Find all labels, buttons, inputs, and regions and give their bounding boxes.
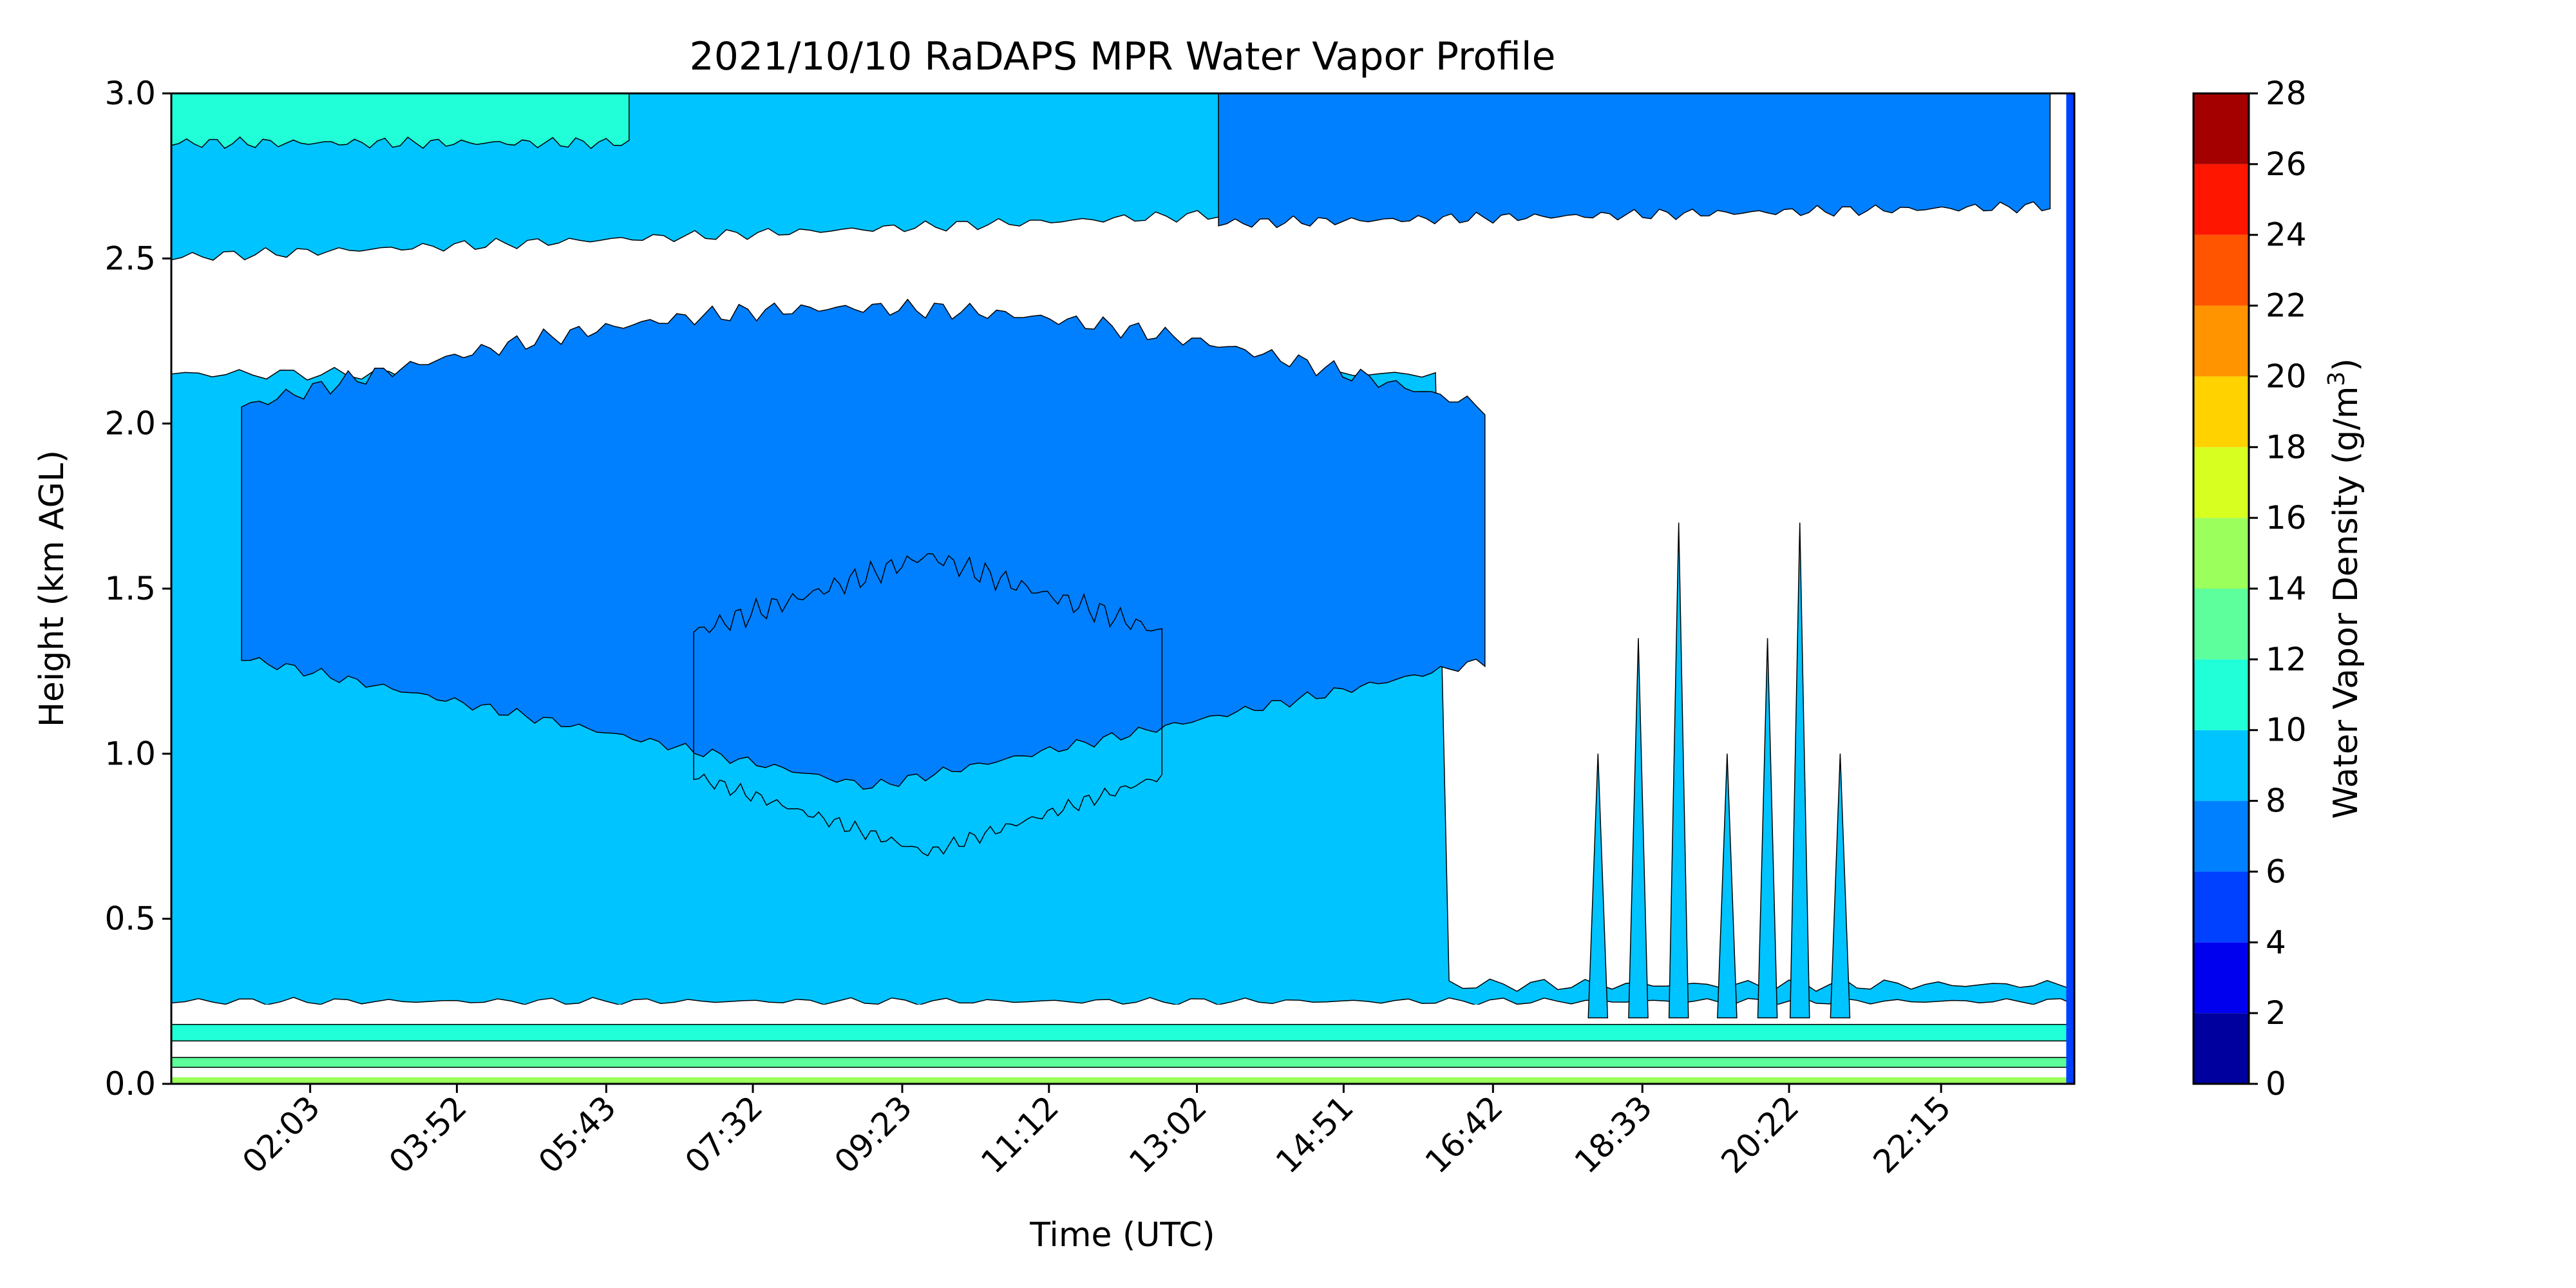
- x-tick-label: 20:22: [1714, 1088, 1806, 1180]
- x-tick-label: 02:03: [235, 1088, 327, 1180]
- colorbar-tick-label: 6: [2266, 853, 2286, 890]
- colorbar-tick-label: 14: [2266, 570, 2307, 607]
- x-tick-label: 18:33: [1567, 1088, 1660, 1180]
- convective-spike: [1757, 638, 1778, 1019]
- colorbar-segment: [2193, 800, 2249, 872]
- x-tick-label: 13:02: [1122, 1088, 1214, 1180]
- y-axis-label: Height (km AGL): [33, 450, 71, 727]
- y-axis: 0.0 0.5 1.0 1.5 2.0 2.5 3.0: [104, 75, 171, 1103]
- y-tick-label: 1.0: [104, 735, 156, 772]
- colorbar-tick-label: 0: [2266, 1065, 2286, 1103]
- x-tick-label: 22:15: [1866, 1088, 1958, 1180]
- x-tick-label: 03:52: [382, 1088, 474, 1180]
- y-tick-label: 2.5: [104, 240, 156, 277]
- contour-fill-10-12-upper: [171, 93, 630, 149]
- colorbar-segment: [2193, 1013, 2249, 1084]
- colorbar-segment: [2193, 234, 2249, 306]
- convective-spike: [1789, 522, 1810, 1019]
- convective-spikes: [1587, 522, 1851, 1019]
- y-tick-label: 0.5: [104, 900, 156, 938]
- y-tick-label: 2.0: [104, 405, 156, 442]
- y-tick-label: 0.0: [104, 1065, 156, 1103]
- plot-area: [170, 92, 2076, 1085]
- colorbar-tick-label: 28: [2266, 75, 2307, 112]
- convective-spike: [1717, 753, 1738, 1019]
- colorbar-tick-label: 22: [2266, 287, 2307, 325]
- x-tick-label: 11:12: [974, 1088, 1066, 1180]
- convective-spike: [1830, 753, 1851, 1019]
- x-tick-label: 05:43: [531, 1088, 623, 1180]
- colorbar-segment: [2193, 447, 2249, 518]
- contour-fill-right-edge: [2066, 93, 2074, 1084]
- colorbar-tick-label: 4: [2266, 923, 2286, 961]
- x-axis: 02:03 03:52 05:43 07:32 09:23 11:12 13:02 14:51…: [235, 1084, 1958, 1180]
- colorbar-segment: [2193, 871, 2249, 943]
- colorbar-tick-label: 20: [2266, 357, 2307, 395]
- colorbar-segment: [2193, 376, 2249, 448]
- x-tick-label: 07:32: [678, 1088, 770, 1180]
- y-tick-label: 1.5: [104, 570, 156, 607]
- colorbar-tick-label: 24: [2266, 216, 2307, 254]
- colorbar-segment: [2193, 518, 2249, 589]
- colorbar-segment: [2193, 942, 2249, 1014]
- colorbar-tick-label: 10: [2266, 712, 2307, 749]
- colorbar-segment: [2193, 659, 2249, 730]
- contour-fill-6-8: [241, 298, 1486, 790]
- colorbar-tick-label: 8: [2266, 782, 2286, 820]
- colorbar-segment: [2193, 93, 2249, 164]
- colorbar-segment: [2193, 589, 2249, 659]
- colorbar-tick-label: 12: [2266, 641, 2307, 678]
- colorbar-segment: [2193, 164, 2249, 235]
- colorbar-tick-label: 2: [2266, 994, 2286, 1032]
- x-tick-label: 16:42: [1418, 1088, 1510, 1180]
- x-tick-label: 09:23: [828, 1088, 920, 1180]
- colorbar-tick-label: 26: [2266, 146, 2307, 183]
- convective-spike: [1668, 522, 1689, 1019]
- contour-fill-6-8-upper: [1218, 93, 2051, 229]
- colorbar-label: Water Vapor Density (g/m3): [2324, 358, 2366, 819]
- contour-line-inner: [693, 553, 1163, 857]
- contour-fill-10-12: [171, 1023, 2074, 1042]
- colorbar-tick-label: 16: [2266, 499, 2307, 536]
- chart-title: 2021/10/10 RaDAPS MPR Water Vapor Profil…: [690, 34, 1556, 79]
- y-tick-label: 3.0: [104, 75, 156, 112]
- convective-spike: [1628, 638, 1649, 1019]
- colorbar-segment: [2193, 730, 2249, 801]
- colorbar-segment: [2193, 305, 2249, 377]
- x-axis-label: Time (UTC): [1029, 1216, 1215, 1255]
- contour-fill-below-8: [171, 1004, 2074, 1025]
- contour-fill-12-14: [171, 1057, 2074, 1068]
- colorbar-tick-label: 18: [2266, 428, 2307, 466]
- convective-spike: [1587, 753, 1609, 1019]
- x-tick-label: 14:51: [1269, 1088, 1361, 1180]
- contour-fill-surface: [171, 1077, 2074, 1084]
